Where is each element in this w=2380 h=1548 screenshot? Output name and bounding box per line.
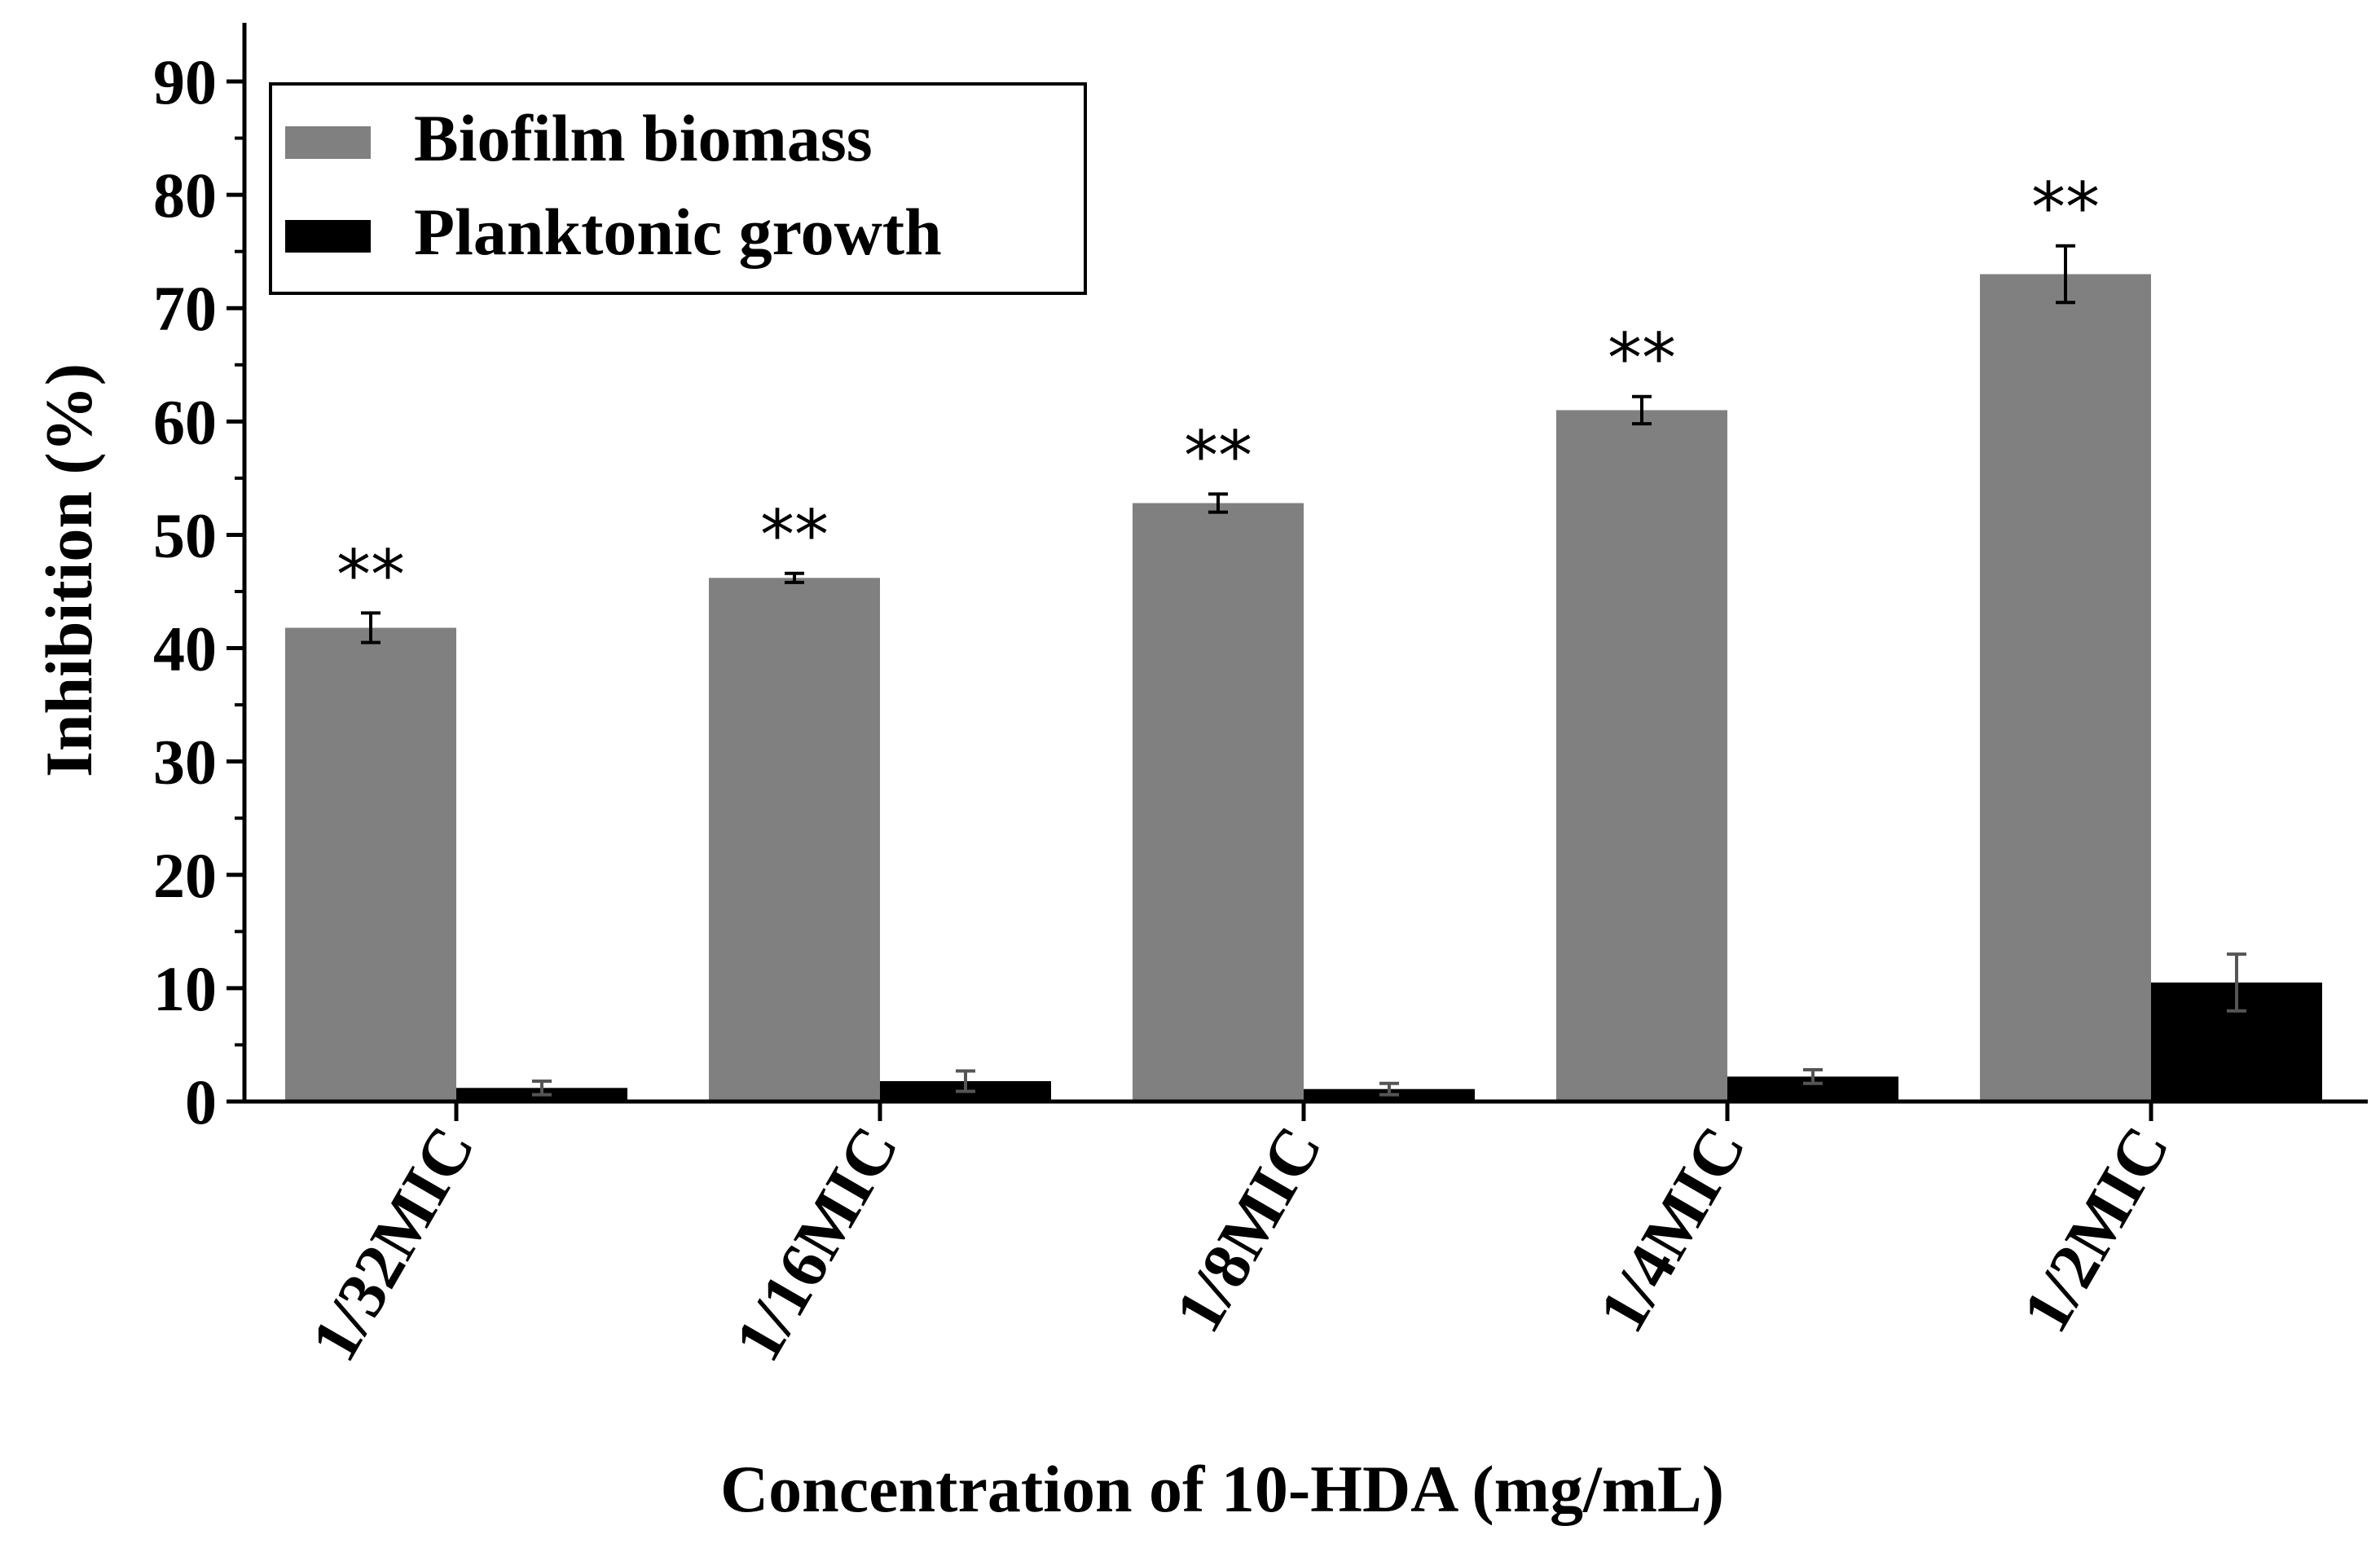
bar-biofilm-biomass <box>1133 503 1304 1102</box>
legend: Biofilm biomass Planktonic growth <box>269 82 1087 295</box>
bar-biofilm-biomass <box>709 578 880 1102</box>
legend-swatch <box>285 126 371 159</box>
y-ticks-layer: 0 10 20 30 40 50 60 70 80 90 <box>153 46 244 1137</box>
legend-swatch <box>285 220 371 253</box>
bar-biofilm-biomass <box>285 627 456 1102</box>
x-tick-label: 1/8MIC <box>1160 1115 1335 1344</box>
y-tick-label: 30 <box>153 727 217 798</box>
significance-label: ** <box>337 534 405 614</box>
y-tick-label: 40 <box>153 613 217 684</box>
y-axis-label: Inhibition (%) <box>32 363 106 777</box>
y-tick-label: 50 <box>153 499 217 570</box>
y-tick-label: 80 <box>153 160 217 231</box>
x-tick-label: 1/16MIC <box>720 1115 913 1374</box>
x-tick-label: 1/4MIC <box>1584 1115 1759 1344</box>
x-tick-label: 1/2MIC <box>2008 1115 2183 1344</box>
significance-label: ** <box>2031 168 2100 248</box>
x-axis-label: Concentration of 10-HDA (mg/mL) <box>720 1452 1724 1526</box>
significance-label: ** <box>1608 319 1676 398</box>
x-tick-label: 1/32MIC <box>297 1115 489 1374</box>
y-tick-label: 90 <box>153 46 217 117</box>
y-tick-label: 0 <box>185 1066 217 1137</box>
legend-label: Biofilm biomass <box>414 101 873 175</box>
y-tick-label: 20 <box>153 840 217 911</box>
bars-layer <box>285 274 2322 1102</box>
legend-box <box>269 82 1087 295</box>
significance-layer: ** ** ** ** ** <box>337 168 2100 615</box>
y-tick-label: 60 <box>153 386 217 457</box>
significance-label: ** <box>1184 416 1252 495</box>
y-tick-label: 10 <box>153 953 217 1024</box>
bar-biofilm-biomass <box>1556 410 1727 1102</box>
error-bars-layer <box>361 244 2246 1097</box>
significance-label: ** <box>760 495 829 575</box>
x-ticks-layer: 1/32MIC 1/16MIC 1/8MIC 1/4MIC 1/2MIC <box>297 1102 2184 1373</box>
y-tick-label: 70 <box>153 273 217 344</box>
bar-biofilm-biomass <box>1980 274 2151 1102</box>
legend-label: Planktonic growth <box>414 195 942 269</box>
